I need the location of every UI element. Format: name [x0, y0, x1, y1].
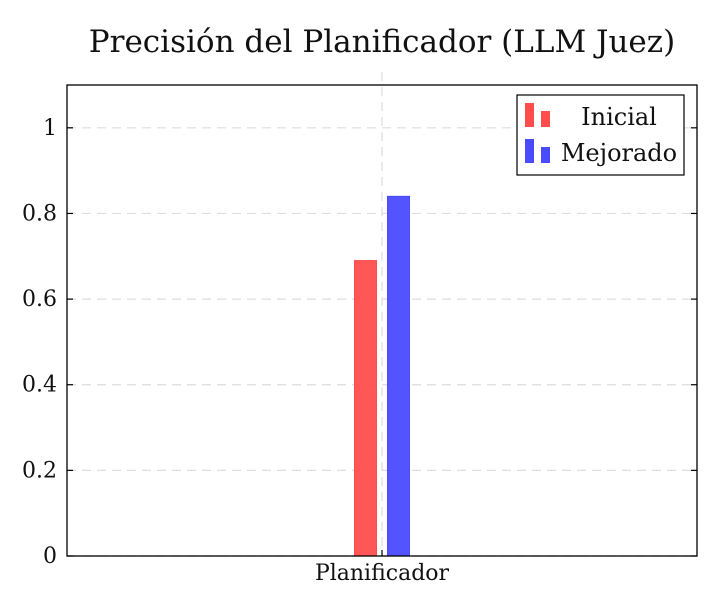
- legend: Inicial Mejorado: [516, 94, 685, 176]
- legend-swatch: [525, 139, 534, 163]
- legend-label: Inicial: [581, 103, 657, 131]
- chart-title: Precisión del Planificador (LLM Juez): [89, 24, 675, 60]
- y-tick-label: 1: [43, 116, 57, 141]
- legend-swatch: [541, 111, 550, 127]
- y-tick-label: 0.2: [22, 458, 57, 483]
- bar-inicial: [354, 260, 377, 557]
- legend-swatch: [541, 147, 550, 163]
- legend-label: Mejorado: [561, 139, 677, 167]
- y-axis: 0 0.2 0.4 0.6 0.8 1: [22, 116, 697, 569]
- y-tick-label: 0.6: [22, 287, 57, 312]
- y-tick-label: 0.8: [22, 201, 57, 226]
- y-tick-label: 0.4: [22, 373, 57, 398]
- x-tick-label: Planificador: [315, 561, 450, 586]
- x-axis: Planificador: [315, 550, 450, 586]
- bar-mejorado: [387, 195, 410, 557]
- grid-lines: [67, 72, 697, 557]
- legend-swatch: [525, 103, 534, 127]
- y-tick-label: 0: [43, 544, 57, 569]
